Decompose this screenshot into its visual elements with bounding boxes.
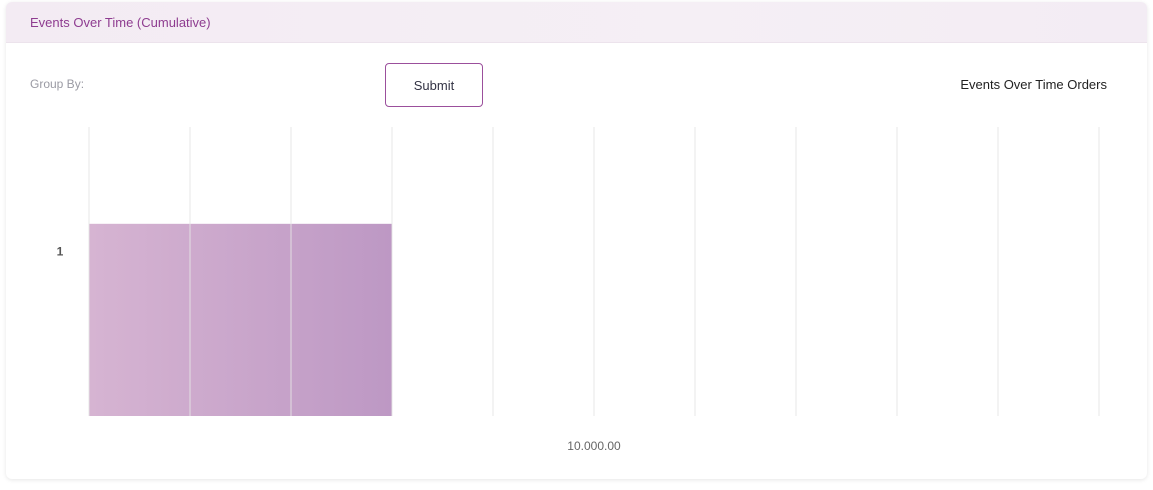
card-title: Events Over Time (Cumulative) xyxy=(30,14,211,30)
y-tick-label: 1 xyxy=(57,245,64,259)
bar-chart: 1 10.000.00 xyxy=(57,127,1100,453)
chart-card: Events Over Time (Cumulative) 1 10.000.00… xyxy=(6,2,1147,479)
submit-button[interactable]: Submit xyxy=(385,63,483,107)
x-tick-label: 10.000.00 xyxy=(567,439,621,453)
card-header: Events Over Time (Cumulative) xyxy=(6,2,1147,43)
group-by-label: Group By: xyxy=(30,77,85,91)
controls-row: Group By: Submit Events Over Time Orders xyxy=(6,63,1147,109)
bar[interactable] xyxy=(89,223,392,416)
legend-label[interactable]: Events Over Time Orders xyxy=(960,77,1107,92)
